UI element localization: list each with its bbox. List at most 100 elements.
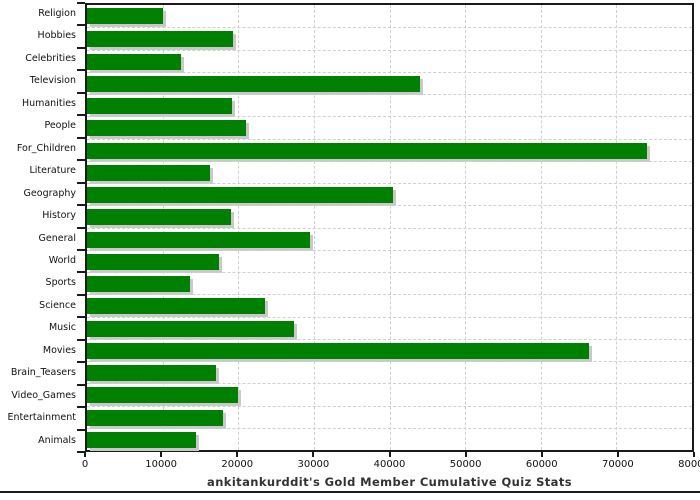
category-label: Music (48, 322, 76, 334)
category-label: Entertainment (7, 412, 76, 424)
bar-row (87, 294, 692, 316)
x-tick-label: 10000 (145, 459, 178, 470)
bar-row (87, 427, 692, 450)
bar-row (87, 316, 692, 339)
category-label: History (42, 210, 76, 222)
bar-celebrities (87, 53, 181, 70)
x-tick-label: 30000 (297, 459, 330, 470)
y-axis-tick (77, 181, 85, 184)
bar-row (87, 160, 692, 183)
category-label: Science (39, 299, 76, 311)
bar-row (87, 49, 692, 72)
y-axis-tick (77, 136, 85, 139)
bar-television (87, 75, 420, 92)
category-label: Hobbies (37, 30, 76, 42)
x-axis-tick (160, 452, 163, 457)
y-axis-tick (77, 271, 85, 274)
bar-brain_teasers (87, 365, 216, 381)
category-label: Sports (45, 277, 76, 289)
x-tick-label: 70000 (601, 459, 634, 470)
bar-movies (87, 342, 590, 359)
bar-row (87, 383, 692, 405)
bar-hobbies (87, 31, 233, 48)
y-axis-tick (77, 91, 85, 94)
category-label: For_Children (16, 142, 76, 154)
x-axis-tick (312, 452, 315, 457)
bar-row (87, 361, 692, 383)
category-label: World (48, 254, 76, 266)
bar-row (87, 71, 692, 94)
bar-history (87, 209, 231, 226)
y-axis-tick (77, 383, 85, 386)
x-tick-label: 0 (81, 459, 89, 470)
y-axis-tick (77, 114, 85, 117)
x-tick-label: 40000 (373, 459, 406, 470)
x-axis-tick (616, 452, 619, 457)
category-label: Celebrities (25, 52, 76, 64)
y-axis-tick (77, 451, 85, 453)
y-axis-tick (77, 46, 85, 49)
y-axis-tick (77, 69, 85, 72)
bar-people (87, 120, 246, 137)
plot-area (85, 3, 694, 452)
category-label: Movies (42, 344, 76, 356)
bar-row (87, 249, 692, 272)
bar-video_games (87, 387, 239, 404)
y-axis-tick (77, 24, 85, 27)
x-axis-tick (388, 452, 391, 457)
x-axis-tick (693, 452, 695, 457)
category-label: Literature (29, 165, 76, 177)
category-label: Television (29, 75, 76, 87)
bar-world (87, 253, 220, 270)
bar-row (87, 27, 692, 49)
y-axis-tick (77, 204, 85, 207)
bar-animals (87, 431, 196, 448)
bar-for_children (87, 142, 648, 159)
bar-row (87, 94, 692, 116)
y-axis-tick (77, 316, 85, 319)
bar-general (87, 231, 311, 248)
bar-entertainment (87, 409, 224, 426)
y-axis-tick (77, 159, 85, 162)
y-axis-tick (77, 428, 85, 431)
x-axis-tick (464, 452, 467, 457)
bar-row (87, 205, 692, 227)
y-axis-tick (77, 226, 85, 229)
category-label: Religion (38, 8, 76, 19)
chart-title: ankitankurddit's Gold Member Cumulative … (207, 475, 572, 489)
bottom-divider (0, 491, 700, 493)
y-axis-tick (77, 338, 85, 341)
x-axis-tick (236, 452, 239, 457)
bar-row (87, 183, 692, 205)
bar-geography (87, 187, 393, 203)
bar-music (87, 320, 295, 337)
bar-row (87, 227, 692, 250)
x-tick-label: 50000 (449, 459, 482, 470)
x-axis-tick (84, 452, 86, 457)
bar-science (87, 298, 266, 315)
y-axis-tick (77, 293, 85, 296)
bar-humanities (87, 98, 233, 114)
bar-row (87, 116, 692, 138)
category-label: Humanities (21, 97, 76, 109)
bar-literature (87, 164, 211, 181)
category-label: People (44, 120, 76, 132)
bar-sports (87, 276, 190, 292)
x-tick-label: 80000 (678, 459, 700, 470)
category-label: Animals (38, 434, 76, 446)
y-axis-tick (77, 406, 85, 409)
x-axis-tick (540, 452, 543, 457)
category-label: General (38, 232, 76, 244)
category-label: Geography (23, 187, 76, 199)
y-axis-tick (77, 361, 85, 364)
category-label: Video_Games (11, 389, 76, 401)
bar-row (87, 405, 692, 428)
x-tick-label: 20000 (221, 459, 254, 470)
bar-row (87, 338, 692, 361)
y-axis-tick (77, 2, 85, 4)
bar-row (87, 272, 692, 294)
category-label: Brain_Teasers (10, 367, 76, 379)
bar-religion (87, 8, 163, 24)
x-tick-label: 60000 (525, 459, 558, 470)
